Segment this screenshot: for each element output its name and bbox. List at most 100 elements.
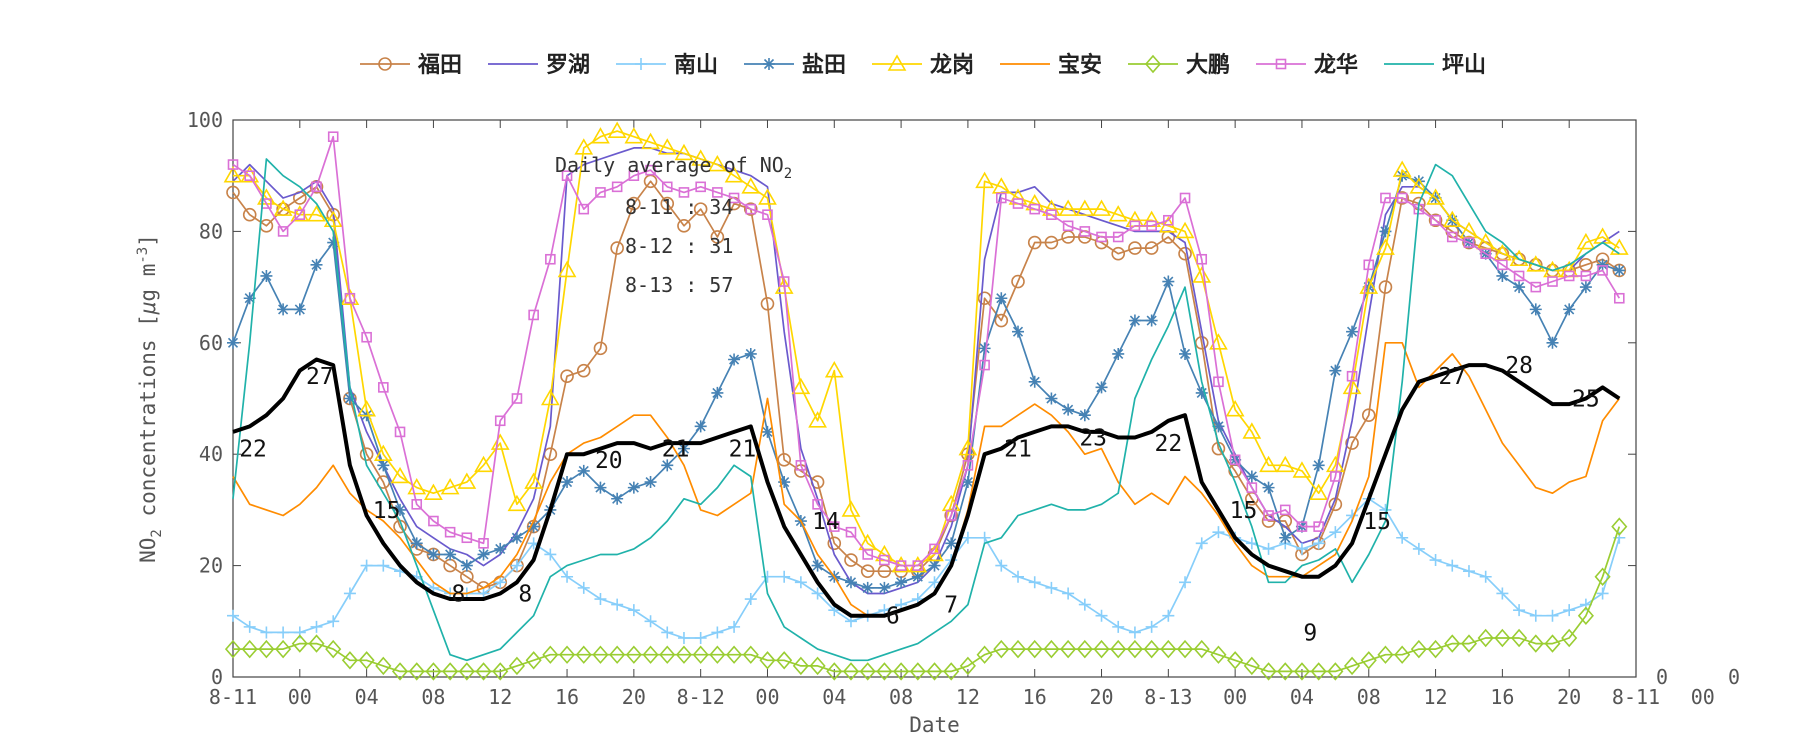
data-point: [1263, 510, 1274, 521]
data-point: [744, 593, 757, 606]
data-point: [1179, 576, 1192, 589]
data-point: [1594, 567, 1611, 586]
average-label: 15: [373, 498, 401, 524]
data-point: [444, 526, 456, 538]
data-point: [675, 645, 693, 664]
data-point: [1011, 274, 1025, 289]
data-point: [260, 269, 273, 282]
data-point: [741, 177, 761, 194]
data-point: [1327, 662, 1344, 681]
data-point: [373, 444, 393, 462]
data-point: [1009, 639, 1027, 659]
data-point: [1212, 420, 1225, 433]
x-tick-label: 00: [755, 685, 779, 709]
series-layer: [223, 121, 1629, 681]
legend-label: 大鹏: [1186, 52, 1230, 78]
data-point: [1442, 210, 1462, 228]
data-point: [928, 559, 941, 572]
data-point: [1377, 645, 1394, 664]
data-point: [1028, 576, 1041, 589]
right-edge-label: 0: [1656, 665, 1668, 689]
data-point: [243, 292, 256, 305]
x-tick-label: 20: [1089, 685, 1113, 709]
data-point: [1129, 220, 1141, 232]
legend-label: 宝安: [1058, 52, 1102, 78]
data-point: [1480, 248, 1491, 259]
data-point: [561, 476, 574, 489]
data-point: [226, 185, 240, 200]
x-tick-label: 12: [1424, 685, 1448, 709]
annotation-line: 8-12 : 31: [625, 234, 733, 258]
annotation-title: Daily average of NO2: [555, 153, 792, 182]
series-line: [232, 147, 1620, 595]
data-point: [1277, 662, 1294, 681]
data-point: [812, 499, 823, 510]
data-point: [1309, 483, 1329, 500]
legend-item: 宝安: [1000, 52, 1102, 78]
x-tick-label: 12: [488, 685, 512, 709]
data-point: [542, 645, 559, 664]
data-point: [611, 492, 624, 505]
data-point: [661, 626, 674, 639]
data-point: [1279, 531, 1292, 544]
daily-average-annotation: Daily average of NO2 8-11 : 34 8-12 : 31 8…: [555, 153, 792, 297]
data-point: [241, 639, 258, 659]
data-point: [861, 581, 874, 594]
data-point: [1409, 177, 1429, 194]
legend-marker: [763, 58, 775, 70]
data-point: [490, 433, 510, 450]
data-point: [343, 392, 356, 405]
data-point: [879, 554, 890, 566]
data-point: [895, 576, 908, 589]
average-label: 15: [1363, 509, 1391, 535]
data-point: [1175, 221, 1195, 239]
data-point: [358, 651, 375, 670]
data-point: [828, 521, 840, 532]
data-point: [258, 639, 275, 659]
data-point: [1227, 651, 1244, 670]
data-point: [1143, 639, 1160, 659]
legend-marker: [378, 57, 392, 71]
series-line: [232, 135, 1621, 567]
data-point: [1210, 645, 1227, 664]
data-point: [1044, 235, 1059, 250]
data-point: [1229, 454, 1241, 466]
data-point: [1078, 409, 1091, 422]
data-point: [1597, 265, 1608, 276]
data-point: [344, 292, 356, 304]
data-point: [1012, 325, 1025, 338]
legend-item: 南山: [616, 53, 718, 78]
data-point: [1392, 160, 1412, 177]
data-point: [1342, 377, 1362, 395]
data-point: [1527, 634, 1544, 653]
data-point: [1312, 459, 1325, 472]
y-axis: 0 20 40 60 80 100: [187, 108, 1636, 689]
data-point: [359, 447, 374, 462]
data-point: [1363, 259, 1375, 271]
data-point: [1494, 628, 1511, 648]
average-label: 20: [595, 448, 623, 474]
data-point: [595, 187, 606, 198]
data-point: [844, 553, 858, 567]
x-axis: 8-11 00 04 08 12 16 20 8-12 00 04 08 12 16 20 8-13 00 04…: [209, 120, 1715, 709]
data-point: [558, 645, 576, 664]
data-point: [1275, 455, 1295, 473]
data-point: [945, 510, 957, 521]
data-point: [1079, 226, 1091, 237]
data-point: [693, 202, 708, 216]
legend-item: 大鹏: [1128, 52, 1230, 78]
data-point: [1563, 270, 1575, 282]
legend-item: 龙华: [1256, 52, 1358, 78]
legend-label: 龙华: [1314, 52, 1358, 78]
series-5: [223, 121, 1629, 573]
data-point: [475, 662, 492, 681]
data-point: [995, 559, 1008, 572]
data-point: [1444, 634, 1461, 653]
legend-item: 龙岗: [872, 53, 974, 78]
data-point: [361, 331, 372, 343]
data-point: [1446, 559, 1459, 572]
legend-marker: [635, 58, 647, 70]
data-point: [641, 132, 660, 150]
data-point: [661, 181, 673, 193]
data-point: [378, 382, 389, 393]
